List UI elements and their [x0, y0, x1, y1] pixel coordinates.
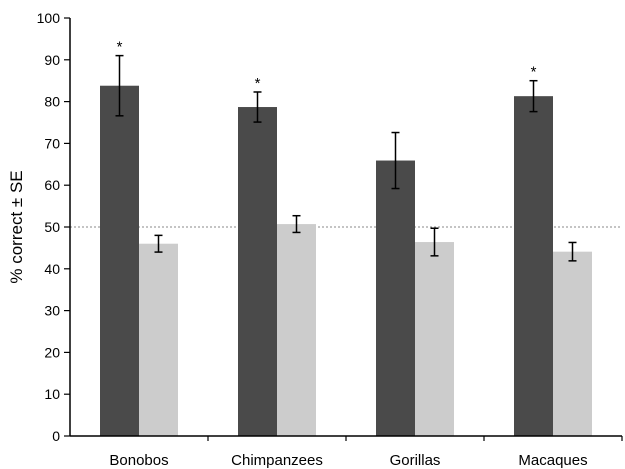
y-tick-label-30: 30 — [44, 303, 60, 319]
y-axis-title: % correct ± SE — [7, 170, 26, 283]
bar-gorillas-series1 — [376, 161, 415, 436]
bar-chimpanzees-series2 — [277, 224, 316, 436]
y-axis-ticks: 0 10 20 30 40 50 60 70 80 90 100 — [37, 10, 70, 444]
y-tick-label-60: 60 — [44, 177, 60, 193]
bars-group — [100, 86, 592, 436]
significance-markers: * * * — [117, 39, 537, 92]
bar-macaques-series1 — [514, 96, 553, 436]
error-bars-group — [116, 56, 577, 261]
bar-gorillas-series2 — [415, 242, 454, 436]
x-label-bonobos: Bonobos — [109, 452, 168, 469]
y-tick-label-70: 70 — [44, 135, 60, 151]
y-tick-label-40: 40 — [44, 261, 60, 277]
x-axis-category-labels: Bonobos Chimpanzees Gorillas Macaques — [109, 436, 622, 469]
bar-bonobos-series1 — [100, 86, 139, 436]
bar-bonobos-series2 — [139, 244, 178, 436]
y-tick-label-20: 20 — [44, 344, 60, 360]
y-tick-label-80: 80 — [44, 94, 60, 110]
significance-star-bonobos: * — [117, 39, 123, 56]
significance-star-macaques: * — [531, 64, 537, 81]
x-label-chimpanzees: Chimpanzees — [231, 452, 323, 469]
x-label-gorillas: Gorillas — [390, 452, 441, 469]
y-tick-label-90: 90 — [44, 52, 60, 68]
y-tick-label-50: 50 — [44, 219, 60, 235]
x-label-macaques: Macaques — [518, 452, 587, 469]
bar-chimpanzees-series1 — [238, 107, 277, 436]
y-tick-label-0: 0 — [52, 428, 60, 444]
significance-star-chimpanzees: * — [255, 75, 261, 92]
y-tick-label-10: 10 — [44, 386, 60, 402]
y-tick-label-100: 100 — [37, 10, 61, 26]
bar-macaques-series2 — [553, 252, 592, 436]
